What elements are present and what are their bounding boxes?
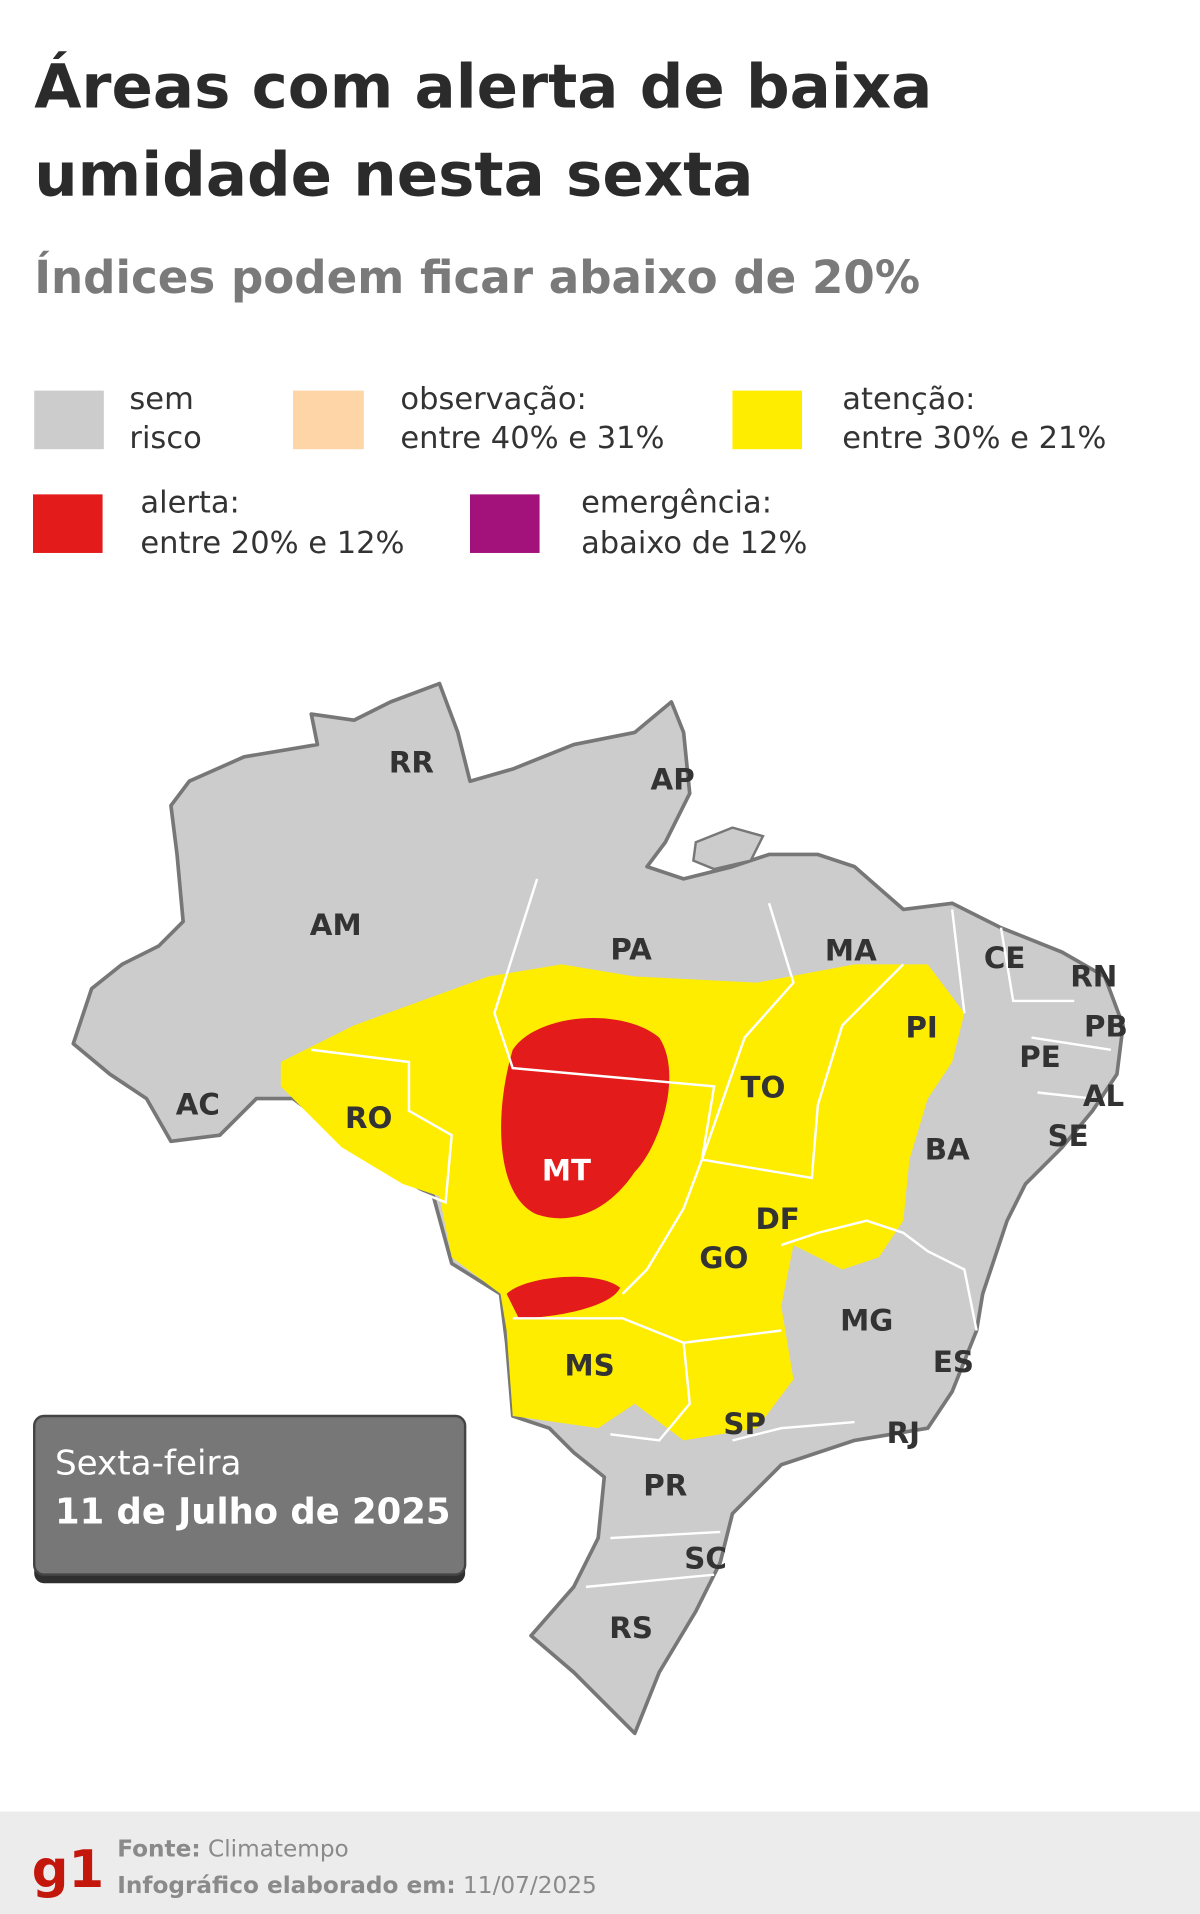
state-border (683, 1329, 855, 1442)
logo: g1 (32, 1840, 104, 1900)
state-label: RJ (887, 1416, 920, 1450)
date-line: Infográfico elaborado em: 11/07/2025 (117, 1872, 597, 1899)
state-border (780, 1219, 978, 1331)
state-label: PR (643, 1468, 687, 1502)
legend-swatch (33, 494, 103, 553)
source: Climatempo (208, 1836, 349, 1863)
legend-label: entre 20% e 12% (140, 526, 404, 561)
state-label: RN (1070, 959, 1117, 993)
state-label: PI (905, 1011, 937, 1045)
legend-swatch (732, 390, 803, 450)
legend-swatch (293, 390, 364, 450)
alert-area (506, 1276, 621, 1319)
legend-label: alerta: (140, 486, 239, 521)
legend-label: entre 30% e 21% (842, 421, 1106, 456)
state-label: PB (1084, 1009, 1128, 1043)
legend-label: observação: (400, 382, 586, 417)
legend-label: sem (129, 382, 193, 417)
state-border (950, 909, 1112, 1100)
title-line: Áreas com alerta de baixa (34, 51, 932, 122)
date-box-bg (33, 1414, 467, 1576)
state-border (512, 1317, 691, 1442)
state-border (700, 902, 905, 1180)
state-border (311, 1048, 453, 1205)
state-label: DF (755, 1202, 799, 1236)
state-label: MG (840, 1303, 893, 1337)
date-full: 11 de Julho de 2025 (55, 1491, 451, 1532)
island (692, 826, 765, 871)
attention-area (280, 964, 965, 1441)
state-label: MT (542, 1153, 591, 1187)
subtitle: Índices podem ficar abaixo de 20% (34, 251, 920, 304)
state-label: AM (310, 908, 362, 942)
legend-label: atenção: (842, 382, 975, 417)
state-label: AC (176, 1087, 220, 1121)
date: 11/07/2025 (463, 1872, 597, 1899)
state-label: AP (651, 763, 695, 797)
state-label: TO (741, 1070, 786, 1104)
legend-swatch (469, 494, 540, 553)
state-label: AL (1083, 1079, 1124, 1113)
state-label: SP (723, 1407, 766, 1441)
source-label: Fonte: (117, 1836, 200, 1863)
map (71, 681, 1125, 1736)
state-label: CE (984, 941, 1026, 975)
state-label: PA (610, 932, 652, 966)
legend: sem risco observação: entre 40% e 31% at… (33, 382, 1106, 561)
legend-label: abaixo de 12% (581, 526, 807, 561)
source-line: Fonte: Climatempo (117, 1836, 349, 1863)
date-box: Sexta-feira 11 de Julho de 2025 (33, 1414, 467, 1584)
state-label: RO (345, 1101, 392, 1135)
legend-label: entre 40% e 31% (400, 421, 664, 456)
legend-label: emergência: (581, 486, 772, 521)
state-label: GO (699, 1241, 748, 1275)
footer-bg (0, 1811, 1200, 1914)
state-label: SC (684, 1542, 727, 1576)
state-label: ES (933, 1345, 974, 1379)
state-label: RS (609, 1611, 653, 1645)
state-label: MA (825, 934, 877, 968)
alert-area (501, 1018, 670, 1219)
legend-swatch (34, 390, 104, 450)
footer: g1 Fonte: Climatempo Infográfico elabora… (0, 1811, 1200, 1914)
legend-label: risco (129, 421, 201, 456)
state-label: BA (925, 1133, 970, 1167)
state-label: MS (565, 1349, 615, 1383)
state-label: PE (1019, 1040, 1060, 1074)
state-border (493, 878, 716, 1295)
date-label: Infográfico elaborado em: (117, 1872, 455, 1899)
state-label: RR (389, 746, 434, 780)
state-border (585, 1530, 721, 1589)
title-line: umidade nesta sexta (34, 139, 753, 210)
date-weekday: Sexta-feira (55, 1444, 241, 1484)
state-label: SE (1048, 1119, 1089, 1153)
